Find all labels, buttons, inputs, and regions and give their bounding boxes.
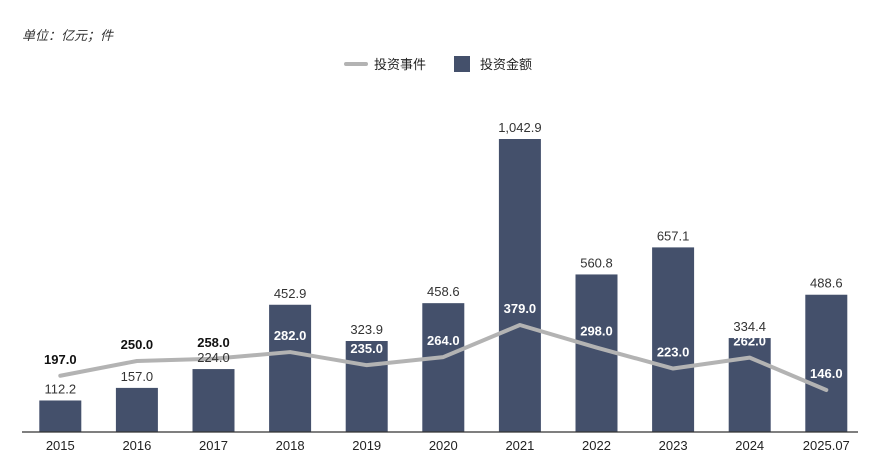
line-value-label: 264.0: [427, 333, 460, 348]
bar-2020: [422, 303, 465, 432]
line-value-label: 235.0: [350, 341, 383, 356]
bar-value-label: 458.6: [427, 284, 460, 299]
bar-2019: [345, 341, 388, 432]
bar-value-label: 560.8: [580, 255, 613, 270]
x-tick-label: 2024: [735, 438, 764, 453]
x-tick-label: 2023: [659, 438, 688, 453]
line-value-label: 298.0: [580, 324, 613, 339]
bar-2023: [652, 247, 695, 432]
legend: 投资事件 投资金额: [344, 56, 532, 73]
bar-2025.07: [805, 294, 848, 432]
bar-2018: [269, 304, 312, 432]
bar-value-label: 334.4: [733, 319, 766, 334]
line-value-label: 223.0: [657, 345, 690, 360]
bar-value-label: 488.6: [810, 276, 843, 291]
x-tick-label: 2015: [46, 438, 75, 453]
line-value-label: 262.0: [733, 334, 766, 349]
x-tick-label: 2018: [276, 438, 305, 453]
bar-2017: [192, 369, 235, 432]
x-tick-label: 2021: [505, 438, 534, 453]
bar-value-label: 224.0: [197, 350, 230, 365]
bar-value-label: 1,042.9: [498, 120, 541, 135]
x-tick-label: 2020: [429, 438, 458, 453]
bar-2015: [39, 400, 82, 432]
bar-2021: [498, 139, 541, 432]
unit-note: 单位：亿元；件: [22, 29, 114, 44]
line-value-label: 250.0: [121, 337, 154, 352]
bar-2016: [115, 387, 158, 432]
line-value-label: 197.0: [44, 352, 77, 367]
bar-value-label: 323.9: [350, 322, 383, 337]
bar-value-label: 112.2: [45, 381, 77, 396]
legend-bar-swatch: [454, 56, 470, 72]
bar-value-label: 452.9: [274, 286, 307, 301]
x-tick-label: 2019: [352, 438, 381, 453]
legend-line-label: 投资事件: [374, 57, 426, 73]
line-value-label: 282.0: [274, 328, 307, 343]
line-value-label: 146.0: [810, 366, 843, 381]
line-value-label: 258.0: [197, 335, 230, 350]
bar-value-label: 157.0: [121, 369, 154, 384]
x-tick-label: 2025.07: [803, 438, 850, 453]
bar-value-label: 657.1: [657, 228, 690, 243]
line-series-investment-events: [58, 323, 829, 392]
bar-2024: [728, 338, 771, 432]
x-tick-label: 2022: [582, 438, 611, 453]
x-tick-label: 2017: [199, 438, 228, 453]
line-value-label: 379.0: [504, 301, 537, 316]
legend-bar-label: 投资金额: [480, 57, 532, 73]
x-tick-label: 2016: [122, 438, 151, 453]
